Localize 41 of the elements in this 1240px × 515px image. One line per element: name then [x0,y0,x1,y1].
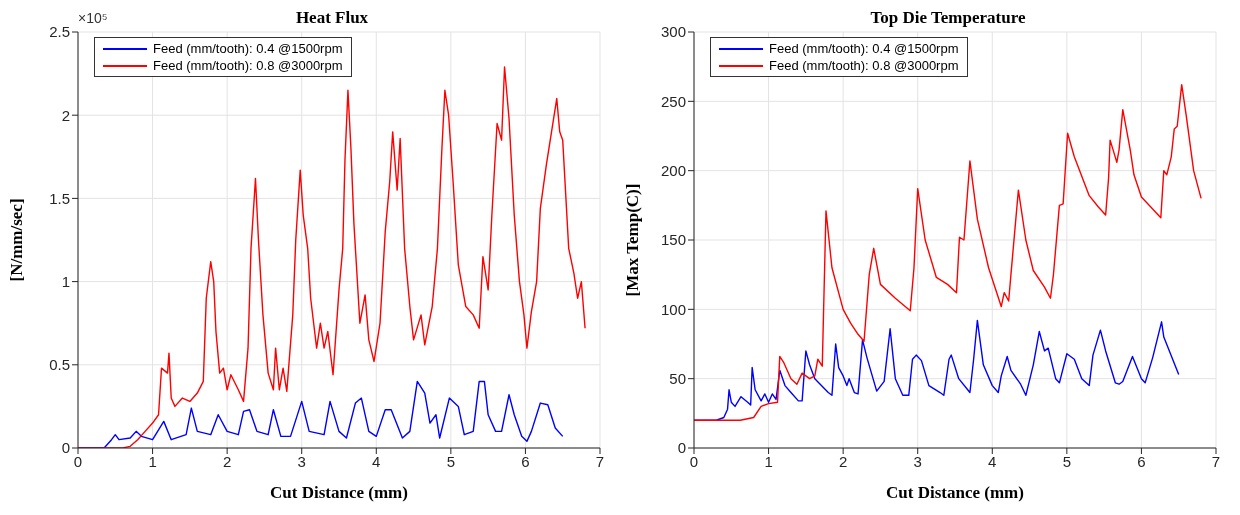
legend-label: Feed (mm/tooth): 0.4 @1500rpm [153,40,343,57]
x-tick-label: 1 [764,452,773,470]
y-tick-label: 150 [660,231,686,249]
x-tick-label: 2 [838,452,848,470]
y-tick-label: 0 [61,439,70,457]
y-tick-label: 250 [660,92,686,110]
y-tick-label: 300 [660,23,686,41]
x-tick-label: 2 [222,452,232,470]
y-tick-label: 100 [660,300,686,318]
x-tick-label: 3 [297,452,306,470]
y-tick-label: 2 [61,106,70,124]
x-tick-label: 5 [1062,452,1072,470]
x-tick-label: 4 [988,452,997,470]
chart-title: Top Die Temperature [870,8,1026,27]
y-tick-label: 200 [660,161,686,179]
x-tick-label: 1 [148,452,157,470]
legend-label: Feed (mm/tooth): 0.4 @1500rpm [769,40,959,57]
y-tick-label: 0.5 [49,356,70,374]
x-tick-label: 7 [595,452,605,470]
text: ×10⁵ [78,10,108,26]
x-axis-title: Cut Distance (mm) [886,483,1024,502]
line-series [694,83,1202,421]
x-tick-label: 0 [73,452,83,470]
y-axis-title: [Max Temp(C)] [623,183,643,297]
x-tick-label: 6 [521,452,530,470]
x-tick-label: 4 [372,452,381,470]
x-tick-label: 3 [913,452,922,470]
y-tick-label: 2.5 [49,23,70,41]
x-tick-label: 6 [1137,452,1146,470]
y-tick-label: 0 [677,439,686,457]
chart-title: Heat Flux [295,8,369,27]
legend-label: Feed (mm/tooth): 0.8 @3000rpm [769,57,959,74]
x-axis-title: Cut Distance (mm) [270,483,408,502]
y-axis-title: [N/mm/sec] [7,198,27,282]
y-tick-label: 1.5 [49,189,70,207]
x-tick-label: 0 [689,452,699,470]
legend-label: Feed (mm/tooth): 0.8 @3000rpm [153,57,343,74]
x-tick-label: 5 [446,452,456,470]
x-tick-label: 7 [1211,452,1221,470]
y-tick-label: 1 [61,272,70,290]
y-tick-label: 50 [669,369,686,387]
